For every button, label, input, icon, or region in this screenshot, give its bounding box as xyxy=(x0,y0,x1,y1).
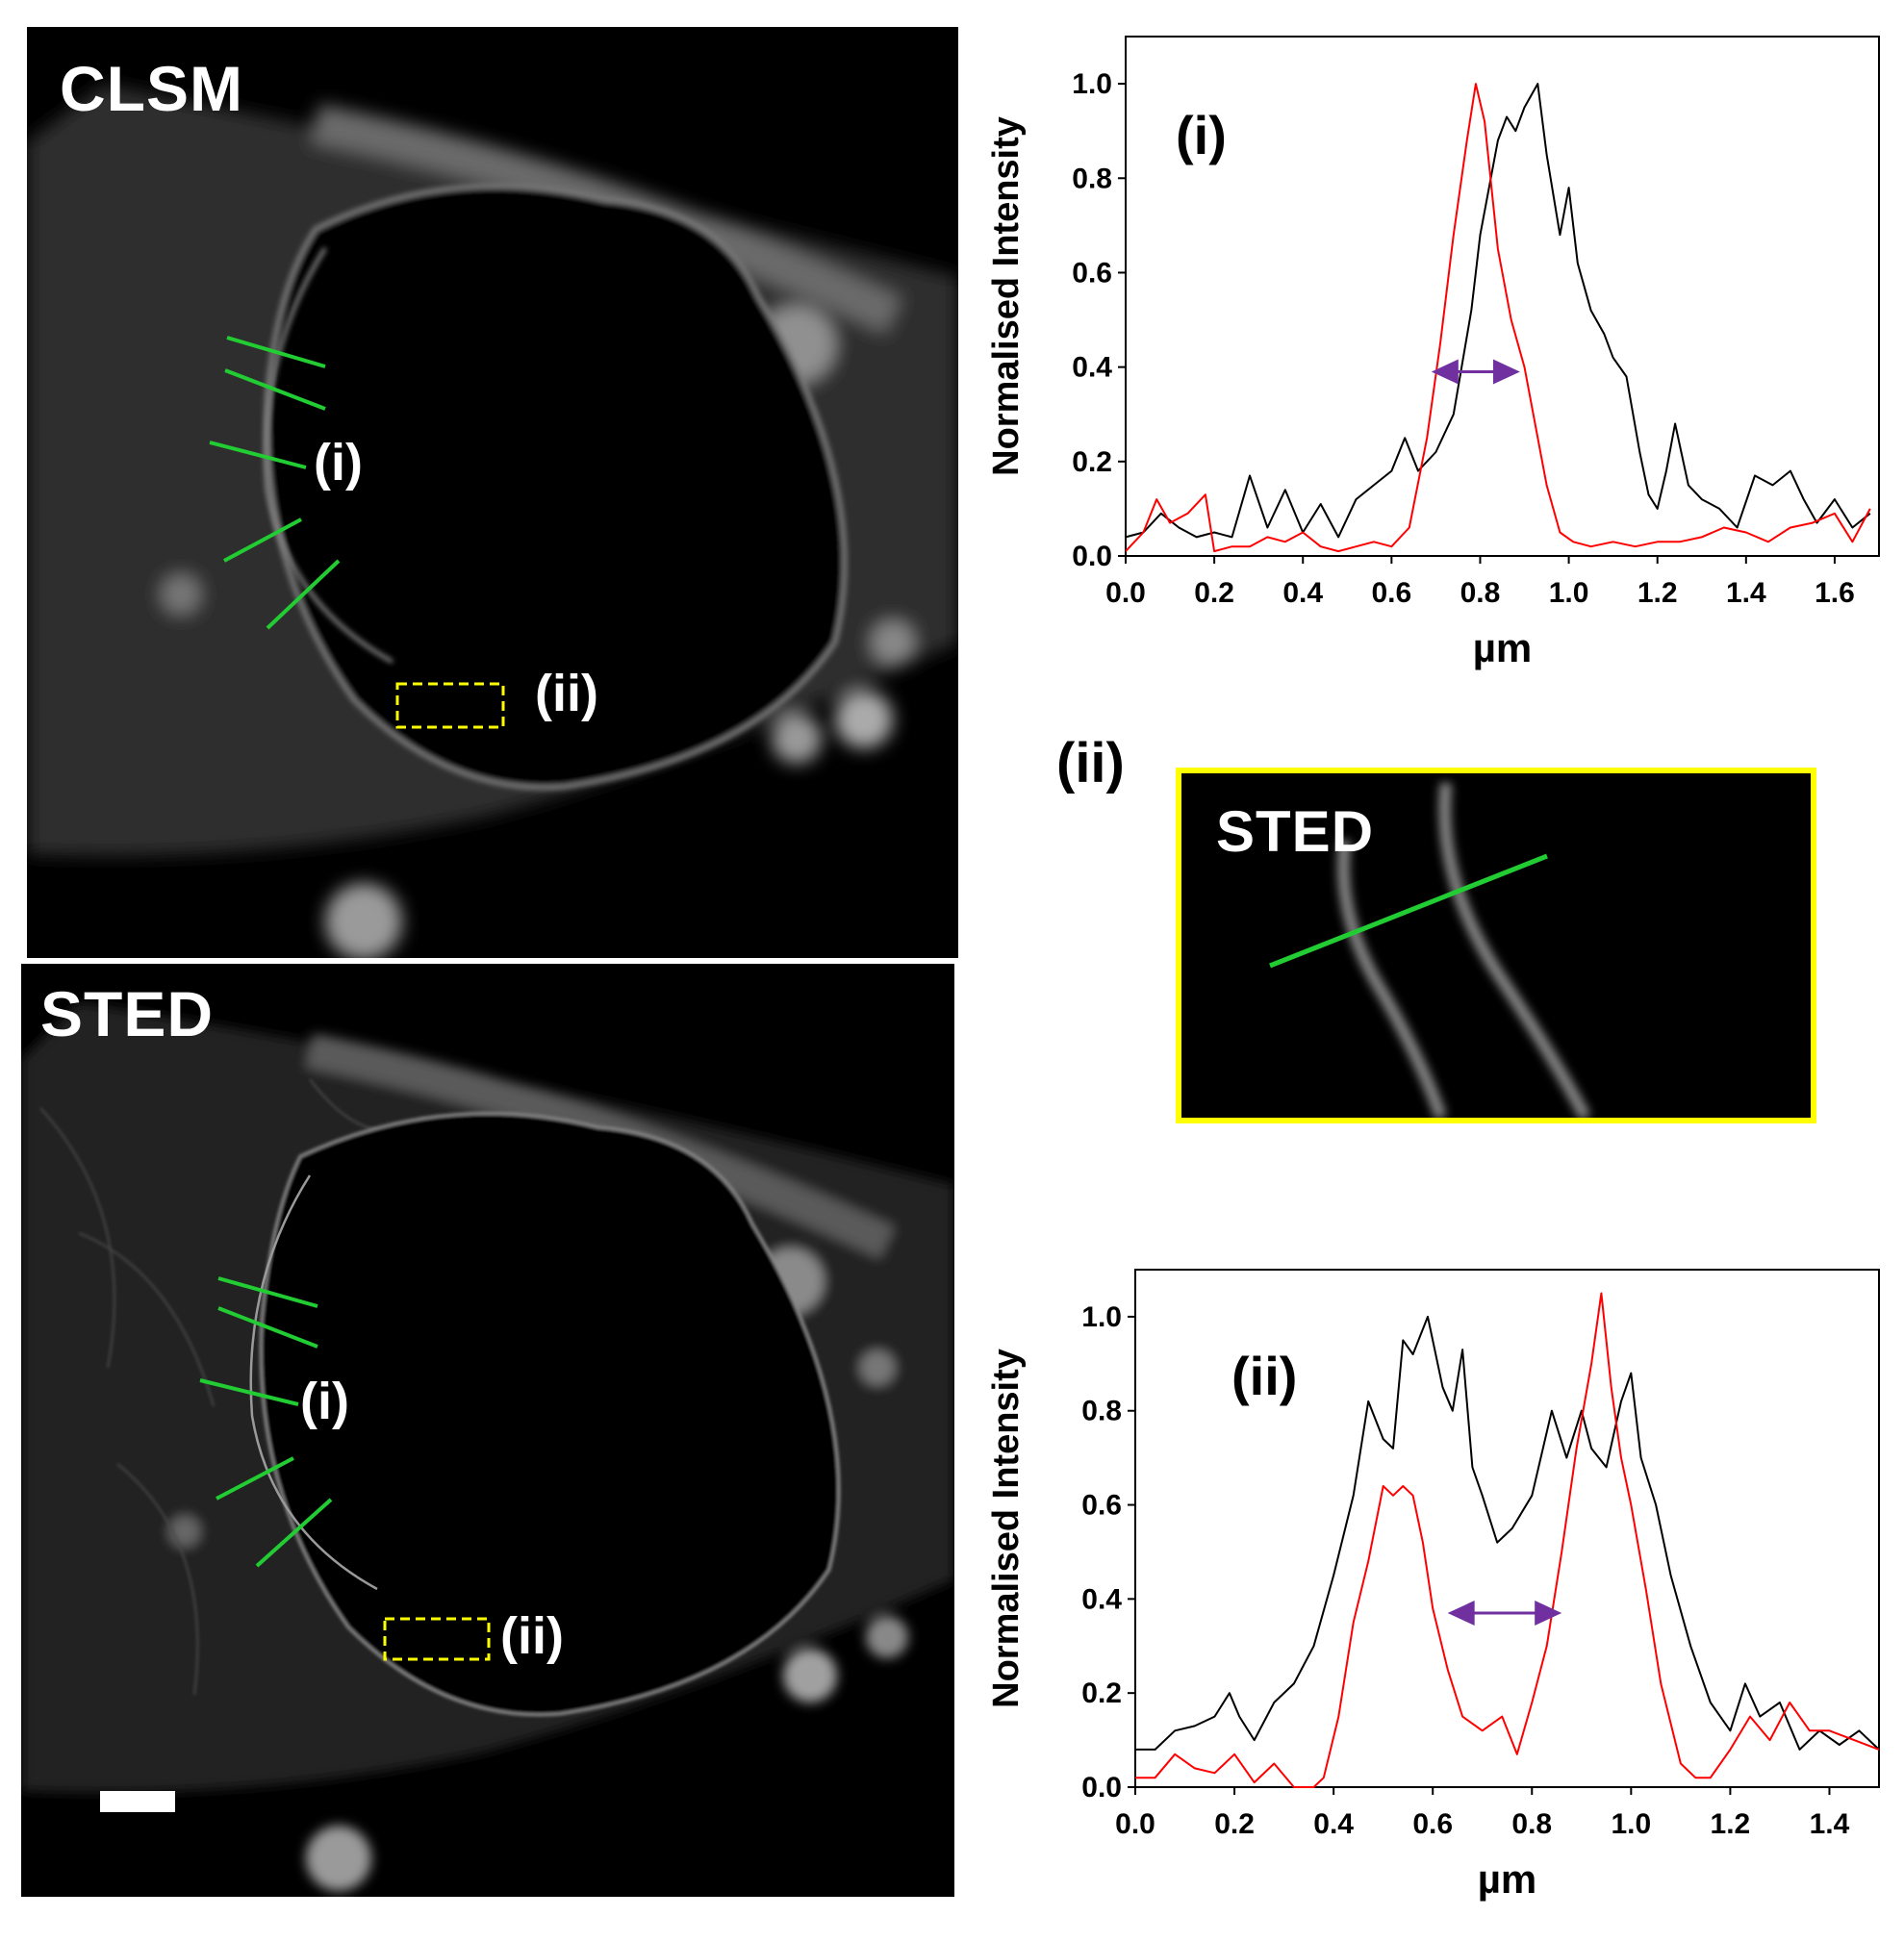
y-tick-label: 0.2 xyxy=(1081,1677,1122,1709)
y-axis-label: Normalised Intensity xyxy=(986,1349,1027,1708)
zoom-heading: (ii) xyxy=(1056,732,1125,794)
x-axis-label: µm xyxy=(1478,1856,1537,1902)
sted-label: STED xyxy=(40,978,215,1049)
zoom-profile-line xyxy=(1269,853,1548,969)
x-tick-label: 0.0 xyxy=(1115,1808,1155,1840)
y-tick-label: 0.2 xyxy=(1072,446,1112,478)
sted-box-ii-label: (ii) xyxy=(500,1607,564,1665)
y-tick-label: 1.0 xyxy=(1081,1301,1122,1333)
x-tick-label: 0.4 xyxy=(1313,1808,1354,1840)
clsm-label: CLSM xyxy=(60,53,243,124)
roi-box-sted xyxy=(383,1617,491,1661)
panel-label: (i) xyxy=(1176,105,1227,165)
clsm-box-ii-label: (ii) xyxy=(535,665,598,722)
x-tick-label: 0.2 xyxy=(1214,1808,1255,1840)
series-line-sted xyxy=(1135,1292,1880,1788)
profile-lines-sted xyxy=(199,1276,333,1568)
clsm-micrograph xyxy=(27,85,958,958)
zoom-label: STED xyxy=(1216,799,1375,864)
fwhm-arrowhead-left xyxy=(1447,1601,1475,1627)
y-tick-label: 0.8 xyxy=(1072,163,1112,194)
y-tick-label: 0.0 xyxy=(1081,1772,1122,1803)
series-line-clsm xyxy=(1135,1315,1880,1751)
x-tick-label: 1.2 xyxy=(1711,1808,1751,1840)
y-tick-label: 0.0 xyxy=(1072,541,1112,572)
x-tick-label: 0.6 xyxy=(1371,577,1411,609)
y-tick-label: 0.6 xyxy=(1072,257,1112,289)
clsm-profile-i-label: (i) xyxy=(314,434,363,492)
x-tick-label: 0.2 xyxy=(1194,577,1234,609)
scale-bar xyxy=(100,1791,175,1812)
series-line-sted xyxy=(1125,83,1871,553)
y-tick-label: 0.6 xyxy=(1081,1490,1122,1522)
x-tick-label: 0.8 xyxy=(1460,577,1501,609)
x-tick-label: 0.6 xyxy=(1412,1808,1453,1840)
sted-zoom-micrograph xyxy=(1269,782,1591,1118)
x-tick-label: 0.8 xyxy=(1511,1808,1552,1840)
x-tick-label: 1.2 xyxy=(1637,577,1678,609)
sted-profile-i-label: (i) xyxy=(300,1373,349,1430)
plot-frame-0 xyxy=(1125,36,1880,557)
y-tick-label: 0.8 xyxy=(1081,1396,1122,1427)
plot-frame-1 xyxy=(1134,1269,1880,1788)
fwhm-arrowhead-right xyxy=(1535,1601,1562,1627)
fwhm-arrowhead-right xyxy=(1492,359,1520,385)
roi-box-clsm xyxy=(395,682,505,729)
sted-zoom-image: STED xyxy=(1176,768,1816,1123)
x-tick-label: 1.6 xyxy=(1815,577,1855,609)
y-tick-label: 0.4 xyxy=(1072,352,1112,384)
profile-lines-clsm xyxy=(209,336,341,630)
x-tick-label: 0.4 xyxy=(1282,577,1323,609)
fwhm-arrowhead-left xyxy=(1431,359,1459,385)
x-axis-label: µm xyxy=(1473,625,1533,670)
y-tick-label: 0.4 xyxy=(1081,1583,1122,1615)
panel-label: (ii) xyxy=(1231,1346,1297,1406)
x-tick-label: 1.4 xyxy=(1726,577,1766,609)
chart-profile-ii: 0.0 0.2 0.4 0.6 0.8 1.0 0.0 0.2 0.4 0.6 0.8 1.0 1.2 1… xyxy=(986,1269,1880,1902)
x-tick-label: 1.0 xyxy=(1611,1808,1651,1840)
sted-micrograph xyxy=(21,1002,954,1891)
sted-image: STED (i) (ii) xyxy=(21,964,954,1897)
clsm-image: CLSM (i) (ii) xyxy=(27,27,958,958)
y-tick-label: 1.0 xyxy=(1072,68,1112,100)
y-axis-label: Normalised Intensity xyxy=(986,116,1027,476)
chart-profile-i: 0.0 0.2 0.4 0.6 0.8 1.0 0.0 0.2 0.4 0.6 0.8 1.0 1.2 1… xyxy=(986,36,1880,670)
series-line-clsm xyxy=(1125,83,1871,539)
x-tick-label: 0.0 xyxy=(1105,577,1146,609)
x-tick-label: 1.0 xyxy=(1549,577,1589,609)
x-tick-label: 1.4 xyxy=(1810,1808,1850,1840)
